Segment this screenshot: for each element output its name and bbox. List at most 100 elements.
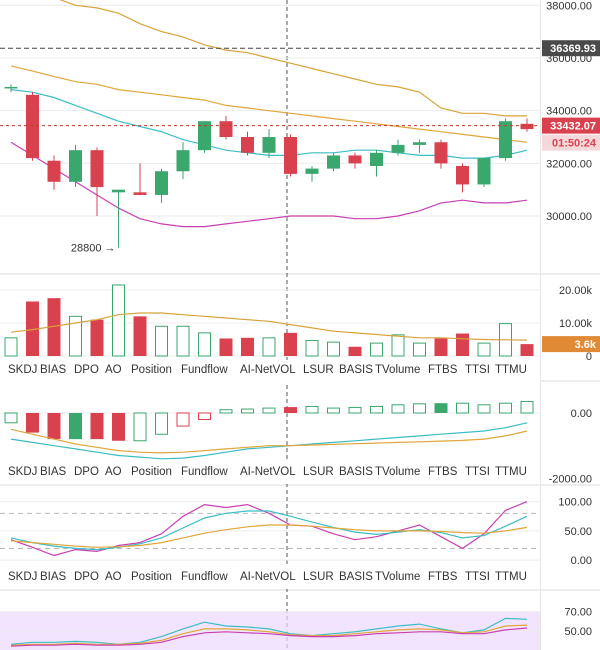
tab-lsur[interactable]: LSUR	[303, 571, 334, 583]
tab-basis[interactable]: BASIS	[339, 466, 373, 478]
candle	[262, 137, 276, 153]
tab-ttsi[interactable]: TTSI	[465, 571, 490, 583]
tab-position[interactable]: Position	[131, 571, 172, 583]
candle	[434, 142, 448, 164]
tab-fundflow[interactable]: Fundflow	[181, 364, 228, 376]
oscillator-line-a	[10, 422, 528, 460]
tab-tvolume[interactable]: TVolume	[375, 364, 421, 376]
oscillator-bar	[198, 412, 211, 421]
oscillator-bar	[413, 403, 426, 414]
tab-lsur[interactable]: LSUR	[303, 364, 334, 376]
tab-ftbs[interactable]: FTBS	[428, 571, 458, 583]
countdown-label: 01:50:24	[552, 138, 597, 150]
oscillator-y-tick: 0.00	[571, 408, 592, 420]
tab-bias[interactable]: BIAS	[40, 364, 67, 376]
tab-ttsi[interactable]: TTSI	[465, 466, 490, 478]
candle	[155, 171, 168, 195]
price-y-tick: 32000.00	[546, 158, 592, 170]
volume-bar	[133, 316, 147, 356]
oscillator-bar	[327, 407, 340, 414]
oscillator-bar	[391, 404, 405, 414]
oscillator-bar	[370, 405, 383, 414]
volume-bar	[434, 338, 448, 356]
volume-bar	[305, 339, 319, 357]
volume-bar	[241, 337, 254, 356]
skdj-line-1	[10, 501, 528, 557]
tab-position[interactable]: Position	[131, 466, 172, 478]
tab-ai-netvol[interactable]: AI-NetVOL	[240, 466, 296, 478]
tab-ao[interactable]: AO	[105, 466, 122, 478]
tab-dpo[interactable]: DPO	[74, 364, 99, 376]
candle	[305, 168, 319, 174]
volume-bar	[284, 332, 297, 356]
tab-ao[interactable]: AO	[105, 364, 122, 376]
candle	[284, 137, 297, 174]
tab-ttmu[interactable]: TTMU	[495, 364, 527, 376]
tab-fundflow[interactable]: Fundflow	[181, 466, 228, 478]
oscillator-bar	[262, 407, 276, 414]
tab-ftbs[interactable]: FTBS	[428, 466, 458, 478]
oscillator-y-tick: -2000.00	[549, 473, 592, 485]
tab-bias[interactable]: BIAS	[40, 466, 67, 478]
tsi-y-tick: 50.00	[564, 626, 592, 638]
volume-last-badge	[542, 336, 600, 353]
price-y-tick: 34000.00	[546, 106, 592, 118]
skdj-line-2	[10, 510, 528, 551]
tab-skdj[interactable]: SKDJ	[8, 571, 38, 583]
oscillator-bar	[155, 412, 168, 435]
tab-basis[interactable]: BASIS	[339, 571, 373, 583]
tab-ao[interactable]: AO	[105, 571, 122, 583]
oscillator-bar	[305, 405, 319, 414]
candle	[413, 142, 426, 145]
candle	[477, 158, 491, 185]
tab-lsur[interactable]: LSUR	[303, 466, 334, 478]
candle	[219, 121, 233, 137]
volume-bar	[47, 298, 61, 356]
oscillator-bar	[499, 402, 512, 414]
volume-bar	[456, 333, 469, 356]
tab-ttmu[interactable]: TTMU	[495, 571, 527, 583]
low-annotation: 28800 →	[71, 243, 116, 255]
candle	[327, 155, 340, 169]
volume-bar	[4, 337, 18, 357]
tab-skdj[interactable]: SKDJ	[8, 466, 38, 478]
tab-ftbs[interactable]: FTBS	[428, 364, 458, 376]
countdown-badge	[542, 134, 600, 151]
bb-upper-line	[59, 0, 527, 117]
tab-bias[interactable]: BIAS	[40, 571, 67, 583]
volume-bar	[413, 342, 426, 357]
indicator-tab-row-3: SKDJ BIAS DPO AO Position Fundflow AI-NetVOL LS…	[0, 567, 540, 589]
tab-tvolume[interactable]: TVolume	[375, 571, 421, 583]
candle	[26, 94, 39, 159]
candle	[391, 144, 405, 153]
oscillator-bar	[69, 412, 82, 440]
tab-skdj[interactable]: SKDJ	[8, 364, 38, 376]
volume-bar	[69, 315, 82, 357]
tab-tvolume[interactable]: TVolume	[375, 466, 421, 478]
candle	[499, 121, 512, 159]
tab-ttsi[interactable]: TTSI	[465, 364, 490, 376]
high-price-label: 36369.93	[550, 43, 596, 55]
volume-bar	[348, 346, 362, 356]
tab-ai-netvol[interactable]: AI-NetVOL	[240, 364, 296, 376]
candle	[176, 150, 190, 172]
high-price-badge	[542, 40, 600, 57]
tab-position[interactable]: Position	[131, 364, 172, 376]
tab-ttmu[interactable]: TTMU	[495, 466, 527, 478]
tab-dpo[interactable]: DPO	[74, 571, 99, 583]
tab-dpo[interactable]: DPO	[74, 466, 99, 478]
tab-ai-netvol[interactable]: AI-NetVOL	[240, 571, 296, 583]
oscillator-bar	[348, 406, 362, 414]
volume-bar	[219, 338, 233, 356]
oscillator-bar	[456, 402, 469, 414]
volume-y-tick: 0	[586, 351, 592, 363]
volume-bar	[391, 334, 405, 357]
tab-fundflow[interactable]: Fundflow	[181, 571, 228, 583]
candle	[370, 152, 383, 166]
tab-basis[interactable]: BASIS	[339, 364, 373, 376]
oscillator-bar	[284, 407, 297, 413]
volume-bar	[176, 325, 190, 357]
oscillator-bar	[477, 404, 491, 414]
volume-bar	[477, 342, 491, 357]
